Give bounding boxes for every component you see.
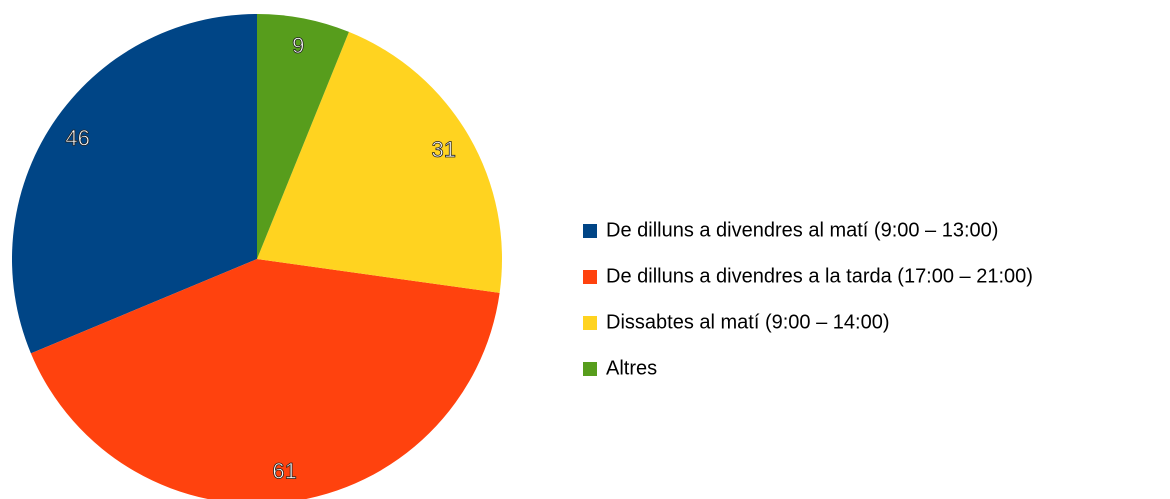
legend-swatch <box>583 316 597 330</box>
legend-label: Altres <box>606 357 657 379</box>
legend-swatch <box>583 362 597 376</box>
data-label: 46 <box>65 125 89 150</box>
legend-swatch <box>583 270 597 284</box>
data-label: 9 <box>292 33 304 58</box>
pie-slice <box>30 259 500 499</box>
legend-swatch <box>583 224 597 238</box>
legend-label: Dissabtes al matí (9:00 – 14:00) <box>606 311 889 333</box>
legend-label: De dilluns a divendres a la tarda (17:00… <box>606 265 1033 287</box>
pie-slice <box>257 31 502 293</box>
data-label: 31 <box>431 137 455 162</box>
pie-slice <box>257 14 349 259</box>
legend-label: De dilluns a divendres al matí (9:00 – 1… <box>606 219 998 241</box>
pie-slice <box>11 14 257 354</box>
data-label: 61 <box>272 459 296 484</box>
